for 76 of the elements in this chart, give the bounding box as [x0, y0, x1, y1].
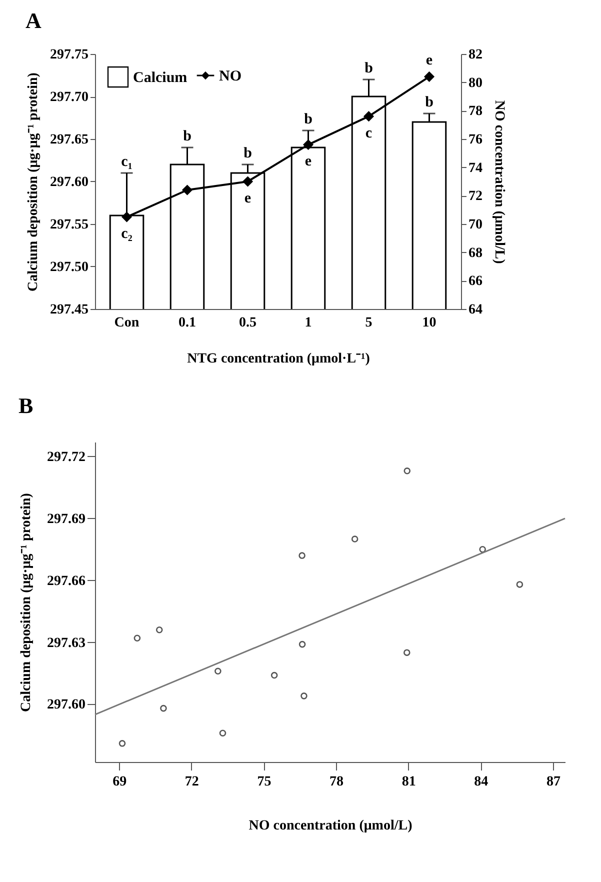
point	[219, 730, 226, 736]
chart-title: B	[18, 393, 34, 418]
point	[424, 72, 434, 82]
data-label: b	[244, 146, 252, 162]
data-label: b	[183, 128, 192, 144]
x-tick-label: 69	[112, 774, 127, 790]
point	[118, 740, 126, 747]
point	[351, 536, 358, 542]
data-label: c₂	[121, 226, 133, 242]
y-tick-label: 297.65	[50, 132, 88, 148]
y-tick-label: 297.45	[50, 302, 88, 318]
x-tick-label: 84	[474, 774, 488, 790]
x-tick-label: 10	[422, 316, 436, 330]
data-label: b	[304, 112, 312, 128]
point	[160, 704, 167, 712]
y2-tick-label: 82	[468, 48, 482, 62]
point	[479, 546, 486, 553]
point	[364, 111, 374, 122]
point	[122, 212, 132, 222]
point	[404, 649, 410, 656]
point	[404, 468, 411, 474]
x-tick-label: 1	[304, 316, 312, 330]
x-tick-label: 87	[546, 774, 560, 790]
y2-tick-label: 64	[468, 302, 482, 318]
y2-tick-label: 72	[468, 189, 482, 204]
x-tick-label: 0.5	[239, 316, 256, 330]
y-tick-label: 297.75	[50, 48, 88, 62]
point	[134, 634, 141, 642]
legend-label: Calcium	[133, 70, 188, 86]
point	[298, 640, 306, 648]
point	[298, 552, 306, 559]
data-label: b	[364, 60, 373, 76]
legend-label: NO	[219, 68, 242, 84]
y-tick-label: 297.66	[47, 574, 86, 589]
y-tick-label: 297.55	[50, 218, 88, 232]
y2-tick-label: 74	[468, 160, 482, 176]
point	[242, 176, 253, 186]
data-label: e	[304, 154, 312, 170]
point	[182, 185, 192, 195]
y-tick-label: 297.63	[47, 636, 86, 651]
y2-tick-label: 80	[468, 76, 482, 91]
chart-title: A	[26, 8, 42, 33]
data-label: b	[425, 94, 434, 110]
point	[516, 581, 524, 588]
point	[156, 626, 163, 634]
point	[303, 140, 314, 150]
y2-tick-label: 70	[468, 218, 482, 232]
y-axis-title: Calcium deposition (μg·μg⁻¹ protein)	[26, 72, 41, 292]
x-tick-label: 81	[402, 774, 416, 790]
x-tick-label: 72	[184, 774, 199, 790]
x-tick-label: 0.1	[178, 316, 196, 330]
point	[300, 692, 308, 700]
y2-tick-label: 68	[468, 246, 482, 261]
x-tick-label: Con	[114, 316, 140, 330]
x-axis-title: NTG concentration (μmol·L⁻¹)	[187, 352, 370, 366]
point	[270, 672, 278, 679]
data-label: e	[244, 190, 252, 206]
data-label: c	[365, 125, 372, 142]
y-tick-label: 297.70	[50, 90, 88, 105]
y-tick-label: 297.72	[47, 450, 86, 465]
data-label: e	[426, 52, 433, 69]
y2-tick-label: 78	[468, 104, 482, 120]
y2-tick-label: 66	[468, 274, 482, 290]
y-tick-label: 297.60	[50, 175, 88, 190]
point	[214, 668, 222, 675]
x-tick-label: 78	[330, 774, 344, 790]
data-label: c₁	[121, 154, 132, 170]
y-tick-label: 297.60	[47, 698, 86, 713]
y-axis-title: Calcium deposition (μg·μg⁻¹ protein)	[19, 492, 34, 712]
y-tick-label: 297.69	[47, 512, 86, 527]
x-axis-title: NO concentration (μmol/L)	[248, 818, 413, 834]
y-tick-label: 297.50	[50, 260, 88, 275]
x-tick-label: 75	[257, 774, 272, 790]
x-tick-label: 5	[365, 316, 372, 330]
y2-tick-label: 76	[468, 132, 482, 148]
y2-axis-title: NO concentration (μmol/L)	[492, 100, 506, 264]
